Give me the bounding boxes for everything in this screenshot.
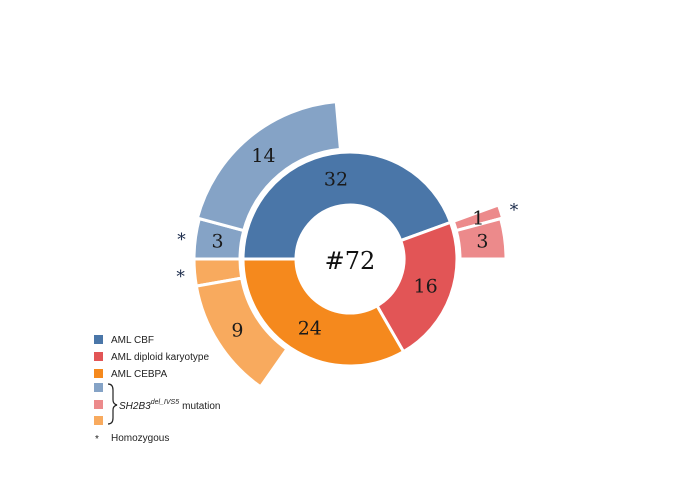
legend-swatch-mutation-cebpa [94, 416, 103, 425]
legend-swatch-aml-cebpa [94, 369, 103, 378]
legend-mutation-gene: SH2B3 [119, 401, 151, 412]
outer-label-aml-cbf-homozygous: 3 [212, 231, 224, 253]
legend-homozygous-symbol: * [95, 434, 99, 445]
inner-segment-aml-cbf [241, 150, 453, 261]
homozygous-star-aml-cebpa: * [176, 267, 185, 287]
inner-label-aml-diploid-karyotype: 16 [414, 276, 438, 298]
outer-label-aml-diploid-karyotype-homozygous: 1 [472, 208, 484, 230]
legend-swatch-aml-cbf [94, 335, 103, 344]
legend-brace [107, 383, 118, 425]
outer-label-aml-cbf-heterozygous: 14 [251, 145, 275, 167]
outer-label-aml-cebpa-heterozygous: 9 [231, 320, 243, 342]
outer-segment-aml-cbf-heterozygous [195, 99, 343, 233]
inner-segment-aml-cebpa [241, 257, 406, 368]
chart-segments [192, 99, 508, 389]
legend-label-aml-cebpa: AML CEBPA [111, 369, 167, 380]
outer-segment-aml-cebpa-heterozygous [194, 276, 289, 389]
inner-label-aml-cbf: 32 [324, 169, 348, 191]
homozygous-star-aml-cbf: * [177, 230, 186, 250]
chart-segment-labels: 32 3 * 14 16 1 * 3 24 * 9 [176, 145, 518, 342]
legend-label-mutation: SH2B3del_IVS5 mutation [119, 399, 220, 412]
center-total-label: #72 [325, 247, 376, 275]
outer-label-aml-diploid-karyotype-heterozygous: 3 [476, 231, 488, 253]
legend-mutation-suffix: mutation [182, 401, 220, 412]
legend-swatch-aml-diploid [94, 352, 103, 361]
inner-segment-aml-diploid-karyotype [374, 220, 459, 354]
outer-segment-aml-diploid-karyotype-heterozygous [454, 216, 508, 261]
legend-label-aml-diploid: AML diploid karyotype [111, 352, 209, 363]
legend-label-aml-cbf: AML CBF [111, 335, 154, 346]
legend-swatch-mutation-diploid [94, 400, 103, 409]
inner-label-aml-cebpa: 24 [298, 318, 322, 340]
legend-swatch-mutation-cbf [94, 383, 103, 392]
homozygous-star-aml-diploid-karyotype: * [510, 200, 519, 220]
chart-legend: AML CBF AML diploid karyotype AML CEBPA … [94, 335, 220, 445]
legend-label-homozygous: Homozygous [111, 433, 169, 444]
legend-mutation-superscript: del_IVS5 [151, 399, 180, 406]
